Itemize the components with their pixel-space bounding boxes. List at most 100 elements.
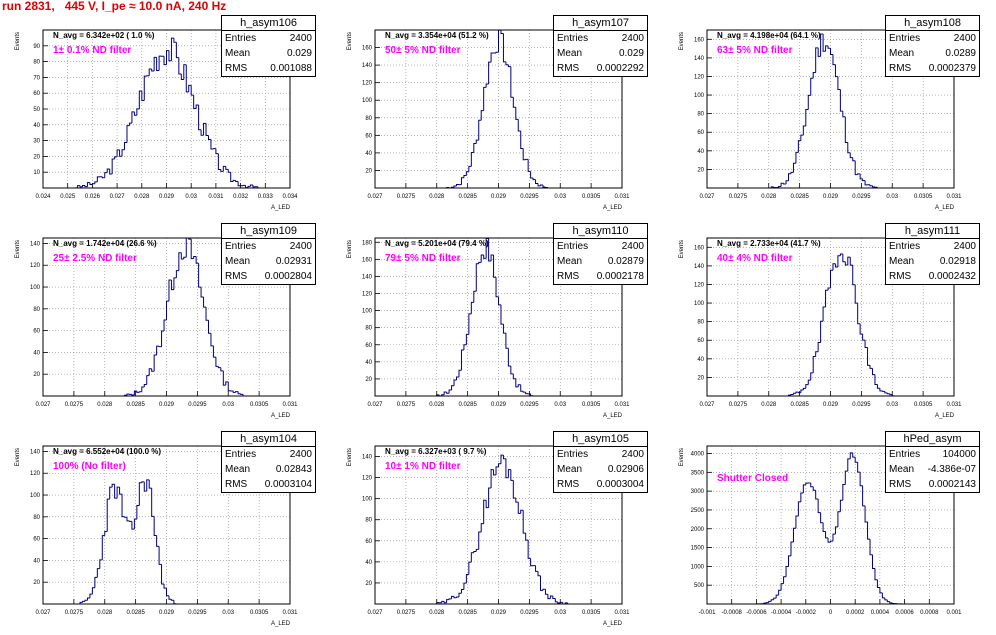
x-tick-label: 0.001 — [946, 610, 962, 616]
y-tick-label: 100 — [362, 497, 373, 503]
histogram-bin — [469, 314, 471, 335]
x-tick-label: 0.0305 — [914, 194, 933, 200]
histogram-bin — [461, 589, 463, 593]
histogram-bin — [97, 177, 99, 182]
y-tick-label: 30 — [33, 139, 40, 145]
y-tick-label: 40 — [697, 357, 704, 363]
histogram-bin — [452, 386, 454, 390]
histogram-bin — [845, 471, 847, 484]
histogram-bin — [511, 67, 513, 98]
y-axis-title: Events — [347, 240, 353, 258]
histogram-bin — [892, 603, 894, 604]
histogram-bin — [476, 264, 478, 291]
histogram-bin — [533, 178, 535, 180]
x-tick-label: 0.029 — [491, 610, 507, 616]
histogram-bin — [464, 583, 466, 589]
histogram-bin — [875, 569, 877, 580]
histogram-bin — [499, 464, 501, 467]
x-tick-label: 0.0305 — [250, 402, 269, 408]
x-tick-label: 0.029 — [159, 610, 175, 616]
histogram-bin — [154, 355, 156, 371]
histogram-bin — [157, 535, 159, 546]
histogram-bin — [848, 459, 850, 471]
entries-label: Entries — [889, 447, 920, 462]
x-tick-label: 0.027 — [699, 194, 715, 200]
y-tick-label: 4000 — [691, 452, 705, 458]
x-tick-label: 0.026 — [85, 194, 101, 200]
y-tick-label: 120 — [362, 81, 373, 87]
histogram-bin — [779, 590, 781, 595]
histogram-bin — [139, 392, 141, 393]
histogram-bin — [137, 506, 139, 520]
histogram-bin — [501, 30, 503, 33]
histogram-bin — [474, 291, 476, 302]
histogram-bin — [107, 499, 109, 531]
histogram-bin — [159, 56, 161, 70]
histogram-bin — [521, 385, 523, 391]
histogram-bin — [860, 472, 862, 486]
histogram-bin — [479, 262, 481, 263]
y-tick-label: 60 — [365, 133, 372, 139]
histogram-bin — [125, 517, 127, 518]
histogram-bin — [484, 87, 486, 110]
y-tick-label: 2500 — [691, 508, 705, 514]
histogram-bin — [806, 110, 808, 126]
histogram-bin — [766, 603, 768, 604]
rms-label: RMS — [889, 61, 911, 76]
histogram-bin — [793, 528, 795, 542]
histogram-bin — [208, 320, 210, 333]
histogram-name: h_asym106 — [222, 16, 315, 31]
histogram-bin — [97, 569, 99, 578]
histogram-bin — [848, 142, 850, 152]
mean-value: 0.029 — [287, 46, 312, 61]
x-tick-label: 0.027 — [35, 402, 51, 408]
histogram-bin — [461, 178, 463, 185]
histogram-bin — [843, 254, 845, 262]
y-tick-label: 100 — [362, 309, 373, 315]
x-tick-label: -0.0004 — [771, 610, 792, 616]
histogram-bin — [87, 598, 89, 600]
y-tick-label: 40 — [33, 558, 40, 564]
histogram-bin — [833, 55, 835, 65]
x-tick-label: 0.0275 — [729, 194, 748, 200]
histogram-bin — [481, 524, 483, 532]
mean-value: 0.02843 — [276, 462, 312, 477]
x-tick-label: 0.0275 — [729, 402, 748, 408]
histogram-bin — [523, 510, 525, 533]
mean-value: 0.029 — [619, 46, 644, 61]
histogram-bin — [167, 301, 169, 320]
histogram-bin — [179, 58, 181, 74]
x-tick-label: 0.024 — [35, 194, 51, 200]
y-tick-label: 60 — [33, 537, 40, 543]
histogram-bin — [887, 600, 889, 602]
histogram-bin — [457, 597, 459, 598]
histogram-bin — [789, 174, 791, 181]
rms-label: RMS — [225, 61, 247, 76]
histogram-bin — [796, 516, 798, 528]
histogram-bin — [127, 517, 129, 521]
entries-value: 2400 — [622, 447, 644, 462]
histogram-bin — [831, 541, 833, 542]
filter-label: 40± 4% ND filter — [717, 253, 793, 264]
entries-label: Entries — [557, 447, 588, 462]
x-tick-label: 0.0275 — [397, 194, 416, 200]
rms-value: 0.001088 — [270, 61, 312, 76]
mean-label: Mean — [889, 254, 914, 269]
x-tick-label: 0.0295 — [188, 610, 207, 616]
y-axis-title: Events — [679, 240, 685, 258]
y-tick-label: 120 — [30, 263, 41, 269]
histogram-bin — [139, 483, 141, 506]
filter-label: 50± 5% ND filter — [385, 45, 461, 56]
histogram-bin — [870, 185, 872, 186]
entries-label: Entries — [225, 447, 256, 462]
histogram-bin — [806, 483, 808, 485]
